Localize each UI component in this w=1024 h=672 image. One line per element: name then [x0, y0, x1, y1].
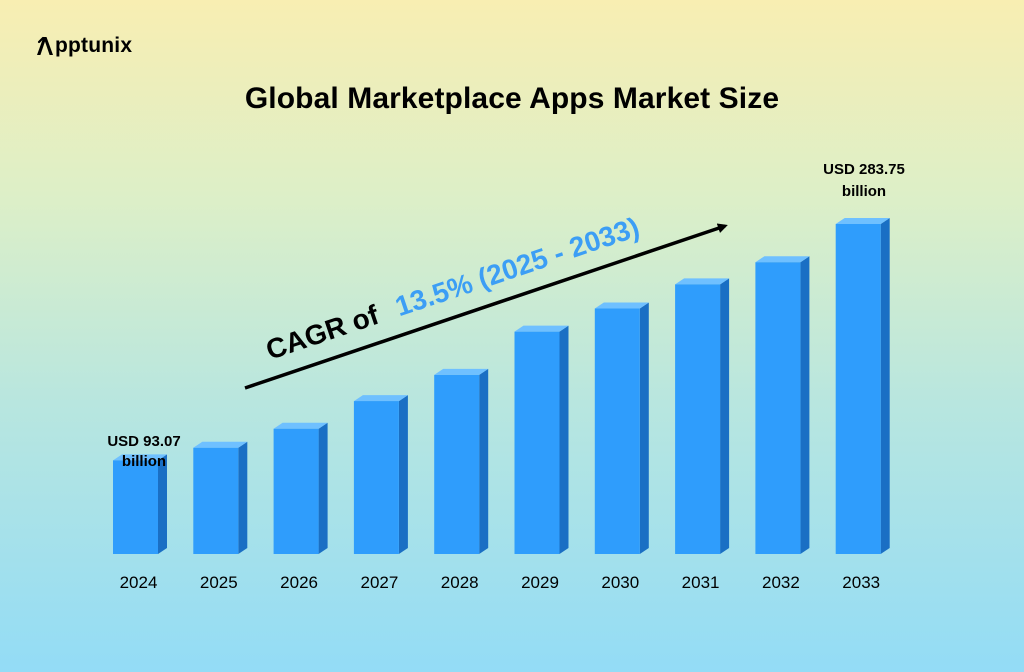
x-tick-label: 2032 [762, 573, 800, 592]
bar-top [835, 218, 890, 224]
x-tick-label: 2027 [360, 573, 398, 592]
bar-top [113, 454, 167, 461]
bar-top [193, 441, 248, 448]
brand-name: pptunix [55, 34, 133, 57]
x-tick-label: 2031 [682, 573, 720, 592]
x-tick-label: 2028 [441, 573, 479, 592]
bar-front [193, 447, 239, 554]
x-tick-label: 2025 [200, 573, 238, 592]
apptunix-a-icon [37, 36, 53, 55]
bar-top [353, 395, 408, 402]
bar-side [238, 441, 248, 554]
x-tick-label: 2033 [842, 573, 880, 592]
cagr-prefix: CAGR of [262, 299, 383, 366]
bar-front [273, 428, 319, 554]
bar-2032 [755, 256, 810, 554]
x-tick-label: 2029 [521, 573, 559, 592]
x-tick-label: 2030 [601, 573, 639, 592]
last-value-line1: USD 283.75 [823, 161, 905, 178]
chart-title: Global Marketplace Apps Market Size [244, 82, 780, 115]
growth-arrow [244, 223, 728, 390]
bar-side [479, 368, 489, 554]
x-tick-label: 2024 [120, 573, 158, 592]
bar-top [594, 302, 649, 309]
bar-top [273, 422, 328, 429]
bar-2033 [835, 218, 890, 554]
bar-front [755, 262, 801, 554]
bar-2029 [514, 325, 569, 554]
bar-2024 [113, 454, 167, 554]
bar-side [158, 454, 167, 554]
bar-side [559, 325, 569, 554]
bar-front [353, 401, 399, 554]
brand-logo: pptunix [36, 34, 132, 58]
bar-front [113, 460, 158, 554]
bar-2031 [675, 278, 730, 554]
bar-2025 [193, 441, 248, 554]
first-value-line1: USD 93.07 [107, 433, 180, 450]
bar-side [880, 218, 890, 554]
bar-side [800, 256, 810, 554]
bar-side [318, 422, 328, 554]
bar-front [675, 284, 721, 554]
bar-2027 [353, 395, 408, 554]
bar-side [720, 278, 730, 554]
last-value-line2: billion [842, 183, 886, 200]
x-tick-label: 2026 [280, 573, 318, 592]
bar-2026 [273, 422, 328, 554]
bar-side [639, 302, 649, 554]
bar-top [514, 325, 569, 332]
bar-front [434, 374, 480, 554]
bar-front [594, 308, 640, 554]
bar-top [755, 256, 810, 263]
bar-top [675, 278, 730, 285]
bar-2030 [594, 302, 649, 554]
bar-front [835, 224, 881, 554]
bar-2028 [434, 368, 489, 554]
bar-side [398, 395, 408, 554]
first-value-line2: billion [122, 453, 166, 470]
cagr-label: CAGR of 13.5% (2025 - 2033) [262, 211, 643, 365]
bar-front [514, 331, 560, 554]
bar-top [434, 368, 489, 375]
